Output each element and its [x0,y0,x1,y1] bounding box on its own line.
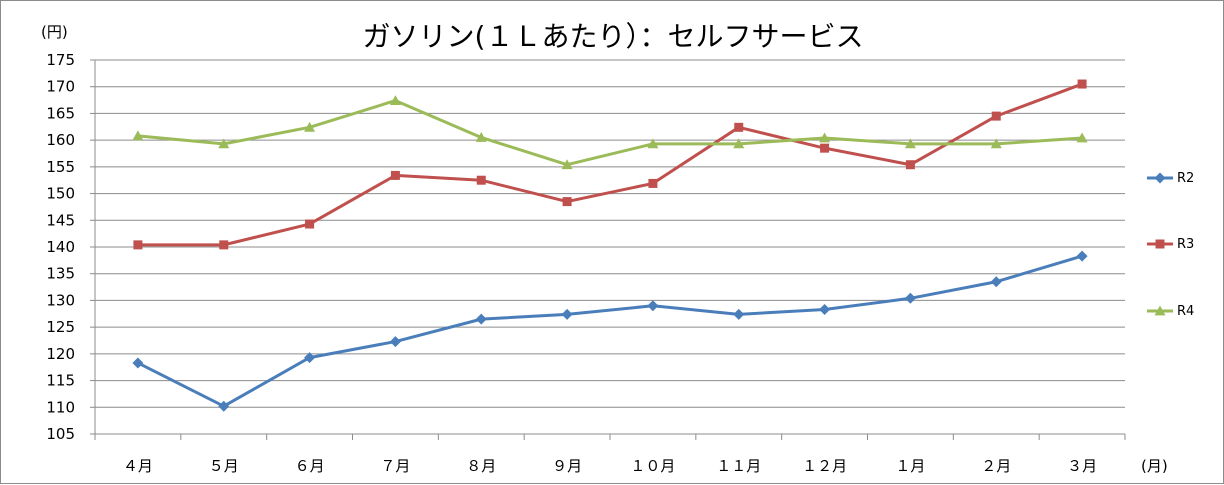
data-point-r2 [733,308,745,320]
data-point-r4 [1076,132,1088,143]
legend-marker-r2 [1154,172,1166,184]
x-tick-label: １１月 [716,457,761,475]
x-tick-label: ６月 [295,457,325,475]
y-tick-label: 165 [46,104,75,122]
y-tick-label: 140 [46,238,75,256]
series-group [132,79,1088,412]
x-tick-label: １月 [895,457,925,475]
data-point-r2 [819,304,831,316]
data-point-r2 [990,276,1002,288]
y-axis-unit-label: (円) [41,23,68,41]
x-tick-label: ３月 [1067,457,1097,475]
data-point-r2 [904,292,916,304]
data-point-r2 [561,308,573,320]
data-point-r4 [218,138,230,149]
y-tick-label: 125 [46,318,75,336]
y-tick-label: 135 [46,265,75,283]
data-point-r3 [476,175,486,185]
data-point-r4 [389,95,401,106]
y-tick-label: 120 [46,345,75,363]
series-line-r3 [137,82,1083,247]
x-axis-unit-label: (月) [1141,457,1168,475]
data-point-r4 [132,130,144,141]
data-point-r4 [733,138,745,149]
x-tick-label: ８月 [466,457,496,475]
data-point-r4 [819,132,831,143]
legend-label-r4: R4 [1177,304,1194,319]
x-tick-label: ７月 [380,457,410,475]
data-point-r2 [647,300,659,312]
y-tick-label: 150 [46,185,75,203]
data-point-r4 [475,131,487,142]
y-tick-labels: 105 110 115 120 125 130 135 140 145 150 155 160 165 1… [46,51,75,443]
series-line-r4 [137,99,1083,167]
data-point-r2 [304,352,316,364]
legend-label-r2: R2 [1177,171,1194,186]
data-point-r3 [991,111,1001,121]
y-tick-label: 110 [46,398,75,416]
data-point-r3 [1077,79,1087,89]
legend: R2 R3 R4 [1147,171,1194,319]
y-tick-label: 145 [46,211,75,229]
legend-marker-r3 [1155,239,1165,249]
gridlines [95,59,1125,435]
series-line-r2 [137,254,1083,408]
data-point-r2 [218,400,230,412]
legend-label-r3: R3 [1177,237,1194,252]
data-point-r4 [990,138,1002,149]
y-tick-label: 155 [46,158,75,176]
data-point-r2 [475,313,487,325]
y-tick-label: 130 [46,291,75,309]
y-tick-label: 115 [46,372,75,390]
data-point-r3 [905,160,915,170]
y-tick-label: 175 [46,51,75,69]
data-point-r4 [647,138,659,149]
x-tick-label: ５月 [209,457,239,475]
chart-title: ガソリン(１Ｌあたり）：セルフサービス [363,20,864,53]
data-point-r3 [133,240,143,250]
x-tick-label: ２月 [981,457,1011,475]
data-point-r4 [304,121,316,132]
y-tick-label: 170 [46,78,75,96]
data-point-r3 [820,143,830,153]
y-tick-label: 160 [46,131,75,149]
data-point-r3 [219,240,229,250]
data-point-r4 [561,159,573,170]
data-point-r3 [562,197,572,207]
data-point-r3 [305,219,315,229]
data-point-r4 [904,138,916,149]
data-point-r3 [390,170,400,180]
x-tick-labels: ４月 ５月 ６月 ７月 ８月 ９月 １０月 １１月 １２月 １月 ２月 ３月 [123,457,1097,475]
data-point-r3 [648,178,658,188]
data-point-r2 [1076,250,1088,262]
data-point-r2 [132,357,144,369]
axes [90,59,1126,440]
data-point-r3 [734,122,744,132]
x-tick-label: ４月 [123,457,153,475]
x-tick-label: １０月 [630,457,675,475]
x-tick-label: １２月 [802,457,847,475]
legend-marker-r4 [1154,305,1166,316]
data-point-r2 [389,336,401,348]
y-tick-label: 105 [46,425,75,443]
x-tick-label: ９月 [552,457,582,475]
